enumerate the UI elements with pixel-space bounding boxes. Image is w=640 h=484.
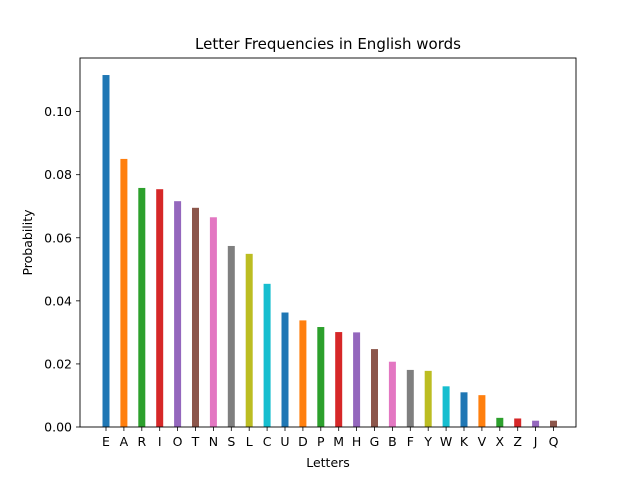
bar-r xyxy=(138,187,146,427)
y-tick-label: 0.10 xyxy=(44,104,72,119)
x-tick-label: T xyxy=(191,434,200,449)
y-tick-label: 0.08 xyxy=(44,167,72,182)
y-axis-ticks: 0.00 0.02 0.04 0.06 0.08 0.10 xyxy=(44,104,80,435)
y-tick-label: 0.00 xyxy=(44,420,72,435)
x-tick-label: W xyxy=(440,434,452,449)
bar-j xyxy=(532,420,540,427)
x-tick-label: A xyxy=(120,434,129,449)
bar-i xyxy=(156,189,164,427)
bar-u xyxy=(281,312,289,427)
x-tick-label: L xyxy=(246,434,253,449)
x-tick-label: Z xyxy=(513,434,522,449)
bar-v xyxy=(478,395,486,427)
x-tick-label: S xyxy=(227,434,235,449)
bar-q xyxy=(550,420,557,427)
x-tick-label: F xyxy=(407,434,414,449)
x-tick-label: Q xyxy=(549,434,559,449)
bar-t xyxy=(192,207,199,427)
bar-a xyxy=(120,158,128,428)
bar-x xyxy=(496,417,504,427)
bar-e xyxy=(102,75,110,427)
bar-p xyxy=(317,327,325,427)
x-tick-label: R xyxy=(137,434,146,449)
chart-title: Letter Frequencies in English words xyxy=(195,35,461,53)
bar-g xyxy=(371,349,378,427)
bar-l xyxy=(245,253,253,427)
bar-k xyxy=(460,392,468,427)
bar-b xyxy=(388,361,396,427)
x-tick-label: C xyxy=(263,434,272,449)
x-tick-label: J xyxy=(533,434,538,449)
bar-h xyxy=(353,332,361,427)
x-tick-label: V xyxy=(478,434,487,449)
x-tick-label: K xyxy=(460,434,469,449)
bar-z xyxy=(514,418,522,427)
x-tick-label: U xyxy=(280,434,289,449)
bar-w xyxy=(442,386,450,427)
plot-frame xyxy=(79,57,577,428)
x-tick-label: M xyxy=(333,434,344,449)
y-tick-label: 0.02 xyxy=(44,356,72,371)
bar-c xyxy=(263,283,271,427)
x-tick-label: I xyxy=(158,434,162,449)
x-tick-label: Y xyxy=(423,434,432,449)
y-axis-label: Probability xyxy=(20,209,35,276)
x-tick-label: N xyxy=(209,434,218,449)
x-axis-label: Letters xyxy=(306,455,350,470)
bar-o xyxy=(174,201,182,427)
bar-d xyxy=(299,320,307,427)
x-tick-label: E xyxy=(102,434,110,449)
bar-m xyxy=(335,332,343,427)
y-tick-label: 0.04 xyxy=(44,293,72,308)
bar-s xyxy=(227,245,235,427)
x-tick-label: D xyxy=(298,434,308,449)
bar-f xyxy=(406,369,414,427)
x-tick-label: X xyxy=(496,434,505,449)
y-tick-label: 0.06 xyxy=(44,230,72,245)
bar-n xyxy=(209,217,217,427)
x-tick-label: O xyxy=(173,434,183,449)
bars-group xyxy=(102,75,557,428)
x-tick-label: G xyxy=(370,434,380,449)
x-tick-label: P xyxy=(317,434,325,449)
x-tick-label: B xyxy=(388,434,397,449)
bar-y xyxy=(424,370,432,427)
x-tick-label: H xyxy=(352,434,361,449)
